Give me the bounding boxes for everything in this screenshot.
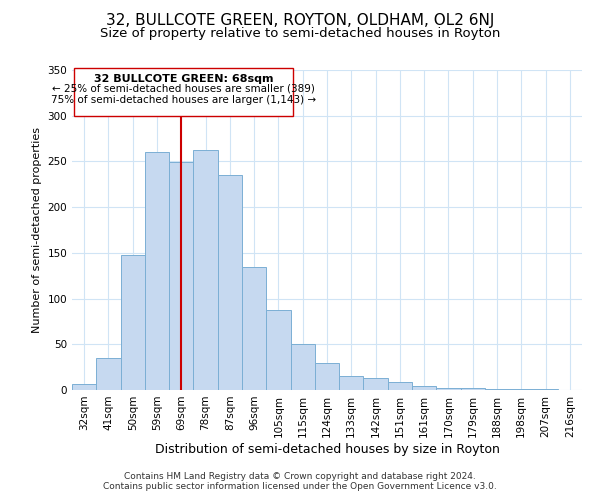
Text: Contains HM Land Registry data © Crown copyright and database right 2024.: Contains HM Land Registry data © Crown c… [124, 472, 476, 481]
Bar [485, 389, 509, 390]
Bar [242, 268, 266, 390]
Text: Size of property relative to semi-detached houses in Royton: Size of property relative to semi-detach… [100, 28, 500, 40]
Bar [364, 378, 388, 390]
Bar [72, 384, 96, 390]
Text: 32, BULLCOTE GREEN, ROYTON, OLDHAM, OL2 6NJ: 32, BULLCOTE GREEN, ROYTON, OLDHAM, OL2 … [106, 12, 494, 28]
Text: 32 BULLCOTE GREEN: 68sqm: 32 BULLCOTE GREEN: 68sqm [94, 74, 274, 84]
Y-axis label: Number of semi-detached properties: Number of semi-detached properties [32, 127, 42, 333]
Bar [412, 386, 436, 390]
Text: Contains public sector information licensed under the Open Government Licence v3: Contains public sector information licen… [103, 482, 497, 491]
Bar [339, 376, 364, 390]
Bar [121, 254, 145, 390]
Bar [145, 152, 169, 390]
Text: 75% of semi-detached houses are larger (1,143) →: 75% of semi-detached houses are larger (… [51, 94, 316, 104]
Bar [509, 389, 533, 390]
Bar [218, 175, 242, 390]
Bar [315, 362, 339, 390]
Bar [388, 382, 412, 390]
Bar [193, 150, 218, 390]
X-axis label: Distribution of semi-detached houses by size in Royton: Distribution of semi-detached houses by … [155, 442, 499, 456]
Bar [436, 388, 461, 390]
Bar [533, 389, 558, 390]
Text: ← 25% of semi-detached houses are smaller (389): ← 25% of semi-detached houses are smalle… [52, 84, 315, 94]
Bar [96, 358, 121, 390]
Bar [461, 388, 485, 390]
FancyBboxPatch shape [74, 68, 293, 116]
Bar [266, 310, 290, 390]
Bar [290, 344, 315, 390]
Bar [169, 162, 193, 390]
